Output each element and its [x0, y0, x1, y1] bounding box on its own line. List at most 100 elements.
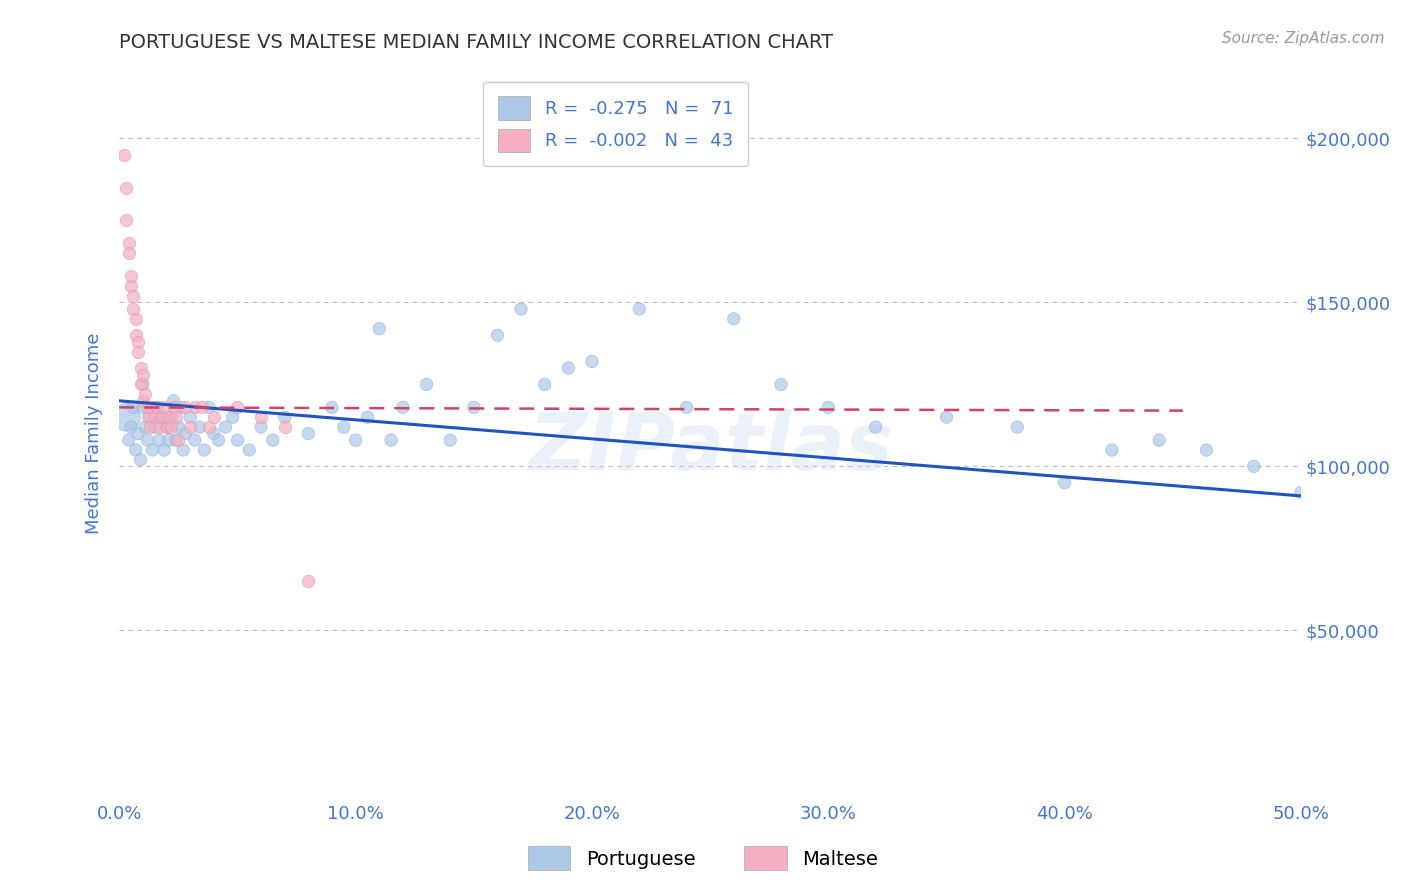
Point	[1007, 420, 1029, 434]
Point	[143, 410, 166, 425]
Point	[127, 426, 149, 441]
Point	[170, 401, 193, 415]
Point	[153, 442, 176, 457]
Point	[165, 433, 187, 447]
Point	[167, 433, 190, 447]
Point	[112, 148, 135, 162]
Point	[184, 401, 207, 415]
Legend: R =  -0.275   N =  71, R =  -0.002   N =  43: R = -0.275 N = 71, R = -0.002 N = 43	[484, 82, 748, 166]
Point	[136, 410, 159, 425]
Point	[162, 401, 184, 415]
Point	[122, 289, 145, 303]
Point	[167, 420, 190, 434]
Point	[1101, 442, 1123, 457]
Point	[129, 377, 152, 392]
Point	[226, 401, 249, 415]
Point	[179, 420, 201, 434]
Point	[344, 433, 367, 447]
Point	[160, 410, 183, 425]
Point	[127, 344, 149, 359]
Point	[297, 574, 319, 589]
Point	[136, 433, 159, 447]
Point	[333, 420, 356, 434]
Point	[262, 433, 284, 447]
Point	[155, 420, 177, 434]
Point	[274, 410, 297, 425]
Point	[125, 311, 148, 326]
Point	[226, 433, 249, 447]
Point	[214, 420, 236, 434]
Point	[118, 236, 141, 251]
Point	[118, 433, 141, 447]
Point	[174, 426, 197, 441]
Point	[207, 433, 229, 447]
Point	[510, 301, 533, 316]
Point	[157, 410, 180, 425]
Point	[134, 420, 156, 434]
Point	[581, 354, 603, 368]
Point	[184, 433, 207, 447]
Point	[238, 442, 260, 457]
Point	[160, 420, 183, 434]
Point	[188, 420, 211, 434]
Point	[368, 321, 391, 335]
Point	[165, 410, 187, 425]
Point	[143, 420, 166, 434]
Point	[120, 420, 142, 434]
Point	[122, 401, 145, 415]
Point	[132, 401, 155, 415]
Point	[139, 420, 162, 434]
Point	[162, 393, 184, 408]
Point	[115, 180, 138, 194]
Point	[1195, 442, 1218, 457]
Point	[198, 420, 221, 434]
Point	[120, 279, 142, 293]
Point	[202, 410, 225, 425]
Point	[134, 387, 156, 401]
Point	[250, 410, 273, 425]
Point	[380, 433, 402, 447]
Point	[150, 410, 173, 425]
Point	[817, 401, 839, 415]
Point	[148, 420, 170, 434]
Point	[146, 401, 169, 415]
Point	[136, 401, 159, 415]
Point	[356, 410, 378, 425]
Y-axis label: Median Family Income: Median Family Income	[86, 333, 103, 534]
Point	[486, 328, 509, 343]
Point	[125, 442, 148, 457]
Point	[415, 377, 437, 392]
Point	[174, 401, 197, 415]
Point	[274, 420, 297, 434]
Point	[723, 311, 745, 326]
Point	[865, 420, 887, 434]
Point	[115, 213, 138, 227]
Point	[557, 361, 579, 376]
Point	[129, 453, 152, 467]
Point	[120, 269, 142, 284]
Point	[141, 401, 163, 415]
Point	[463, 401, 485, 415]
Point	[132, 393, 155, 408]
Point	[250, 420, 273, 434]
Point	[297, 426, 319, 441]
Point	[439, 433, 461, 447]
Point	[129, 361, 152, 376]
Point	[115, 410, 138, 425]
Point	[202, 426, 225, 441]
Point	[1243, 459, 1265, 474]
Point	[1147, 433, 1170, 447]
Text: PORTUGUESE VS MALTESE MEDIAN FAMILY INCOME CORRELATION CHART: PORTUGUESE VS MALTESE MEDIAN FAMILY INCO…	[120, 33, 834, 52]
Point	[770, 377, 793, 392]
Point	[222, 410, 245, 425]
Point	[122, 301, 145, 316]
Point	[148, 433, 170, 447]
Point	[1289, 485, 1312, 500]
Point	[155, 420, 177, 434]
Point	[141, 442, 163, 457]
Point	[125, 328, 148, 343]
Point	[193, 442, 215, 457]
Point	[139, 410, 162, 425]
Point	[132, 368, 155, 382]
Point	[675, 401, 697, 415]
